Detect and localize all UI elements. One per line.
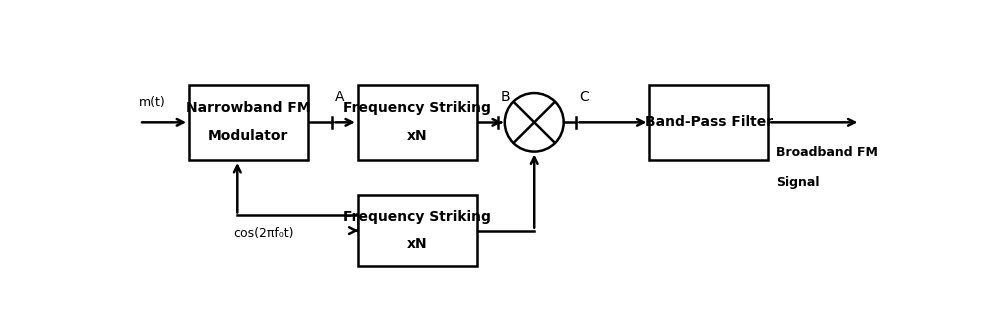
Text: Band-Pass Filter: Band-Pass Filter	[644, 115, 773, 129]
Text: A: A	[336, 90, 345, 104]
Text: Frequency Striking: Frequency Striking	[344, 210, 491, 224]
Text: xN: xN	[407, 237, 428, 251]
Bar	[189, 85, 308, 160]
Bar	[357, 85, 477, 160]
Text: Frequency Striking: Frequency Striking	[344, 101, 491, 115]
Text: Narrowband FM: Narrowband FM	[186, 101, 311, 115]
Text: Signal: Signal	[776, 176, 820, 189]
Text: xN: xN	[407, 129, 428, 143]
Text: Modulator: Modulator	[208, 129, 289, 143]
Text: Broadband FM: Broadband FM	[776, 146, 878, 159]
Text: cos(2πf₀t): cos(2πf₀t)	[234, 227, 294, 240]
Text: m(t): m(t)	[139, 96, 166, 109]
Text: B: B	[501, 90, 511, 104]
Text: C: C	[579, 90, 589, 104]
Bar	[649, 85, 768, 160]
Bar	[357, 195, 477, 266]
